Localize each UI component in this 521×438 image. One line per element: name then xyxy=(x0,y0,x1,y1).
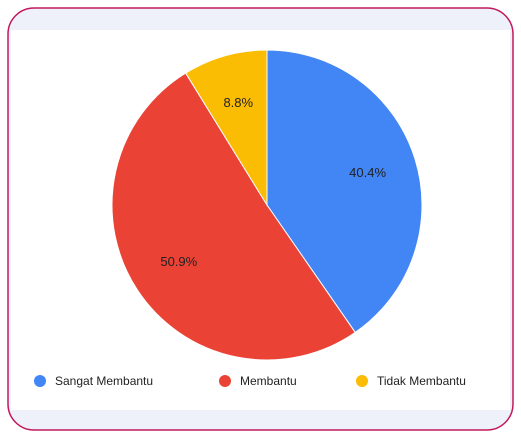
legend-label: Sangat Membantu xyxy=(55,374,153,388)
slice-label: 8.8% xyxy=(223,95,253,110)
legend-swatch xyxy=(219,375,231,387)
legend-label: Membantu xyxy=(240,374,297,388)
legend-swatch xyxy=(34,375,46,387)
slice-label: 50.9% xyxy=(160,254,197,269)
pie-slice xyxy=(111,72,356,361)
slice-label: 40.4% xyxy=(349,165,386,180)
legend-label: Tidak Membantu xyxy=(377,374,466,388)
legend-swatch xyxy=(356,375,368,387)
pie-slice xyxy=(266,49,423,334)
pie-slice xyxy=(184,49,268,207)
